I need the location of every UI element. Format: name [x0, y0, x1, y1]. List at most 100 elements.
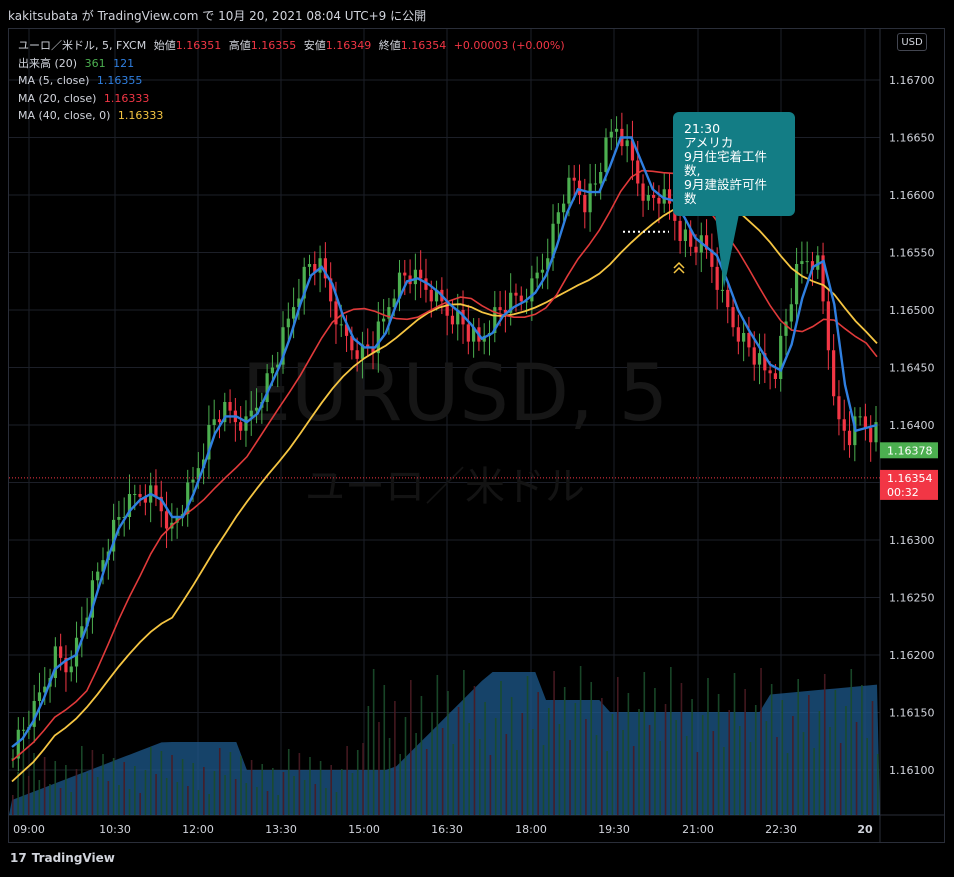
x-tick-label: 16:30: [431, 823, 463, 836]
chart-frame: [8, 28, 945, 843]
candle-body: [111, 519, 116, 552]
volume-bar: [176, 782, 179, 815]
candle-body: [710, 249, 714, 267]
candle-body: [196, 468, 200, 480]
volume-bar: [526, 676, 529, 815]
volume-bar: [601, 698, 603, 815]
volume-bar: [415, 733, 417, 815]
legend-ma40-row[interactable]: MA (40, close, 0) 1.16333: [18, 107, 569, 125]
ma40-value: 1.16333: [117, 109, 164, 122]
candle-body: [509, 292, 513, 313]
y-tick-label: 1.16600: [889, 189, 935, 202]
volume-bar: [203, 767, 205, 815]
candle-body: [604, 137, 608, 172]
volume-bar: [654, 688, 656, 815]
volume-bar: [293, 776, 295, 815]
candle-body: [742, 333, 746, 342]
legend-ma5-row[interactable]: MA (5, close) 1.16355: [18, 72, 569, 90]
volume-bar: [197, 790, 200, 815]
volume-bar: [516, 750, 518, 815]
candle-body: [329, 278, 333, 302]
candle-body: [64, 657, 68, 673]
currency-button[interactable]: USD: [897, 33, 927, 51]
volume-bar: [128, 789, 131, 815]
legend-title-row: ユーロ／米ドル, 5, FXCM 始値1.16351 高値1.16355 安値1…: [18, 37, 569, 55]
candle-body: [657, 197, 661, 204]
candle-body: [265, 373, 269, 402]
candle-body: [805, 261, 809, 263]
volume-bar: [749, 742, 752, 815]
candle-body: [403, 272, 407, 276]
volume-bar: [75, 769, 78, 815]
volume-bar: [229, 752, 232, 815]
callout-line: 数: [684, 191, 697, 206]
candle-body: [503, 310, 507, 313]
volume-bar: [776, 737, 778, 815]
tradingview-logo-icon: 17: [10, 851, 27, 865]
candle-body: [366, 344, 370, 348]
candle-body: [159, 496, 163, 512]
open-value: 1.16351: [175, 39, 222, 52]
candle-body: [472, 327, 476, 342]
candle-body: [154, 485, 158, 497]
volume-bar: [367, 706, 370, 815]
ma5-label: MA (5, close): [18, 74, 90, 87]
candle-body: [704, 235, 709, 250]
volume-bar: [351, 773, 354, 815]
volume-bar: [362, 743, 364, 815]
volume-bar: [102, 754, 104, 815]
candle-body: [69, 666, 73, 673]
volume-bar: [330, 765, 333, 815]
candle-body: [593, 183, 597, 185]
volume-bar: [218, 748, 221, 815]
event-chevron-icon[interactable]: [673, 261, 685, 274]
volume-bar: [287, 749, 290, 815]
x-tick-label: 18:00: [515, 823, 547, 836]
legend-volume-row[interactable]: 出来高 (20) 361 121: [18, 55, 569, 73]
volume-bar: [818, 711, 821, 815]
tradingview-footer[interactable]: 17 TradingView: [10, 851, 115, 865]
callout-pointer: [715, 214, 739, 288]
volume-bar: [59, 788, 62, 815]
candle-body: [625, 140, 629, 147]
callout-line: アメリカ: [684, 135, 734, 150]
candle-body: [392, 298, 396, 308]
news-callout[interactable]: 21:30 アメリカ 9月住宅着工件 数, 9月建設許可件 数: [673, 112, 795, 216]
candle-body: [583, 195, 587, 213]
volume-bar: [80, 746, 83, 815]
volume-bar: [160, 751, 163, 815]
candle-body: [694, 246, 698, 253]
candle-body: [122, 517, 126, 518]
candle-body: [794, 264, 799, 305]
volume-bar: [441, 728, 444, 815]
volume-bar: [877, 754, 879, 815]
volume-bar: [213, 771, 216, 815]
callout-line: 9月建設許可件: [684, 177, 767, 192]
candle-body: [614, 128, 619, 132]
volume-bar: [521, 713, 524, 815]
candle-body: [572, 177, 576, 181]
candle-body: [869, 427, 873, 443]
volume-bar: [839, 743, 842, 815]
volume-bar: [468, 723, 470, 815]
candle-body: [350, 335, 354, 351]
ma20-value: 1.16333: [103, 91, 150, 105]
candle-body: [588, 183, 592, 213]
y-tick-label: 1.16100: [889, 764, 935, 777]
volume-bar: [309, 757, 311, 815]
candle-body: [456, 310, 460, 325]
candle-body: [837, 396, 841, 420]
close-value: 1.16354: [400, 39, 447, 52]
legend-ma20-row[interactable]: MA (20, close) 1.16333: [18, 90, 569, 108]
volume-bar: [866, 738, 868, 815]
symbol-label[interactable]: ユーロ／米ドル, 5, FXCM: [18, 39, 147, 52]
candle-body: [567, 177, 571, 204]
x-tick-label: 15:00: [348, 823, 380, 836]
candle-body: [281, 327, 285, 365]
volume-bar: [701, 715, 704, 815]
candle-body: [816, 255, 820, 270]
y-tick-label: 1.16650: [889, 132, 935, 145]
volume-bar: [22, 749, 25, 815]
candle-body: [810, 261, 815, 270]
